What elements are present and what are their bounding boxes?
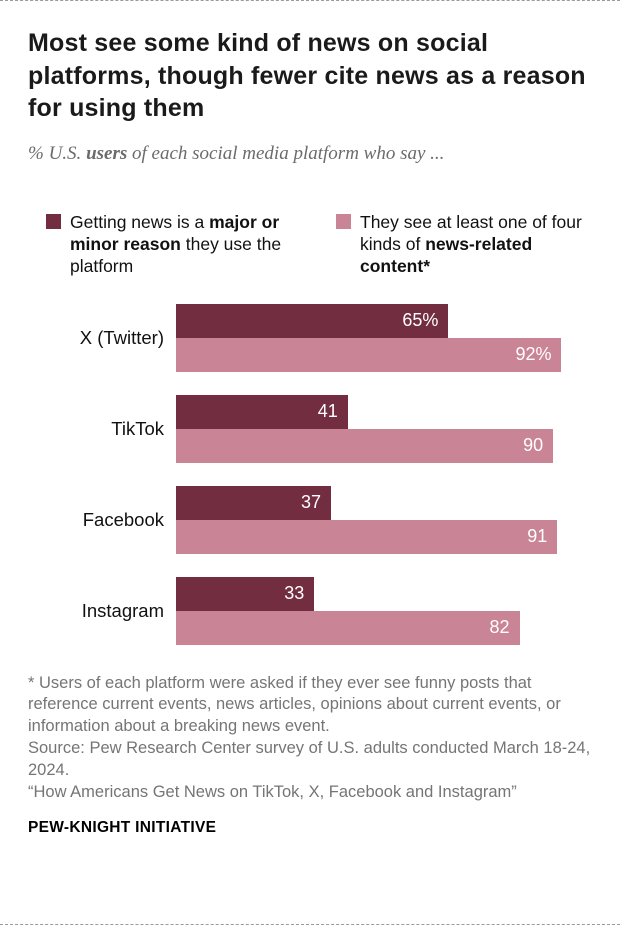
footnote: * Users of each platform were asked if t… (28, 673, 561, 736)
bar-group: 37 91 (176, 485, 595, 554)
legend-reason-post: they use the platform (70, 233, 282, 277)
bar-value-label: 82 (489, 617, 510, 638)
chart-subtitle: % U.S. users of each social media platfo… (28, 143, 595, 165)
legend-label-reason: Getting news is a major or minor reason … (70, 211, 298, 278)
legend-reason-pre: Getting news is a (70, 211, 210, 232)
chart-row: Facebook 37 91 (28, 485, 595, 554)
legend-swatch-dark-icon (46, 213, 61, 229)
category-label: TikTok (111, 417, 164, 439)
bar-value-label: 91 (527, 526, 548, 547)
bar-value-label: 90 (523, 435, 544, 456)
bar-chart: X (Twitter) 65% 92% TikTok 41 90 Facebook 37 91 I… (28, 303, 595, 645)
category-label: Instagram (81, 599, 164, 621)
chart-row: X (Twitter) 65% 92% (28, 303, 595, 372)
bar-reason: 37 (176, 485, 332, 520)
subtitle-bold: users (86, 142, 128, 164)
bar-value-label: 92% (515, 344, 552, 365)
bar-value-label: 33 (284, 583, 305, 604)
page-title: Most see some kind of news on social pla… (28, 29, 586, 122)
legend-item-reason: Getting news is a major or minor reason … (46, 211, 298, 278)
bar-reason: 33 (176, 576, 315, 611)
source-line: Source: Pew Research Center survey of U.… (28, 738, 591, 779)
subtitle-pre: % U.S. (28, 142, 87, 164)
chart-notes: * Users of each platform were asked if t… (28, 673, 595, 838)
bar-value-label: 65% (402, 310, 439, 331)
legend-swatch-light-icon (336, 213, 351, 229)
bar-group: 65% 92% (176, 303, 595, 372)
legend-content-bold: news-related content* (360, 233, 533, 277)
bar-group: 41 90 (176, 394, 595, 463)
legend-reason-bold: major or minor reason (70, 211, 280, 254)
legend: Getting news is a major or minor reason … (28, 211, 595, 278)
subtitle-post: of each social media platform who say ..… (127, 142, 445, 164)
chart-row: Instagram 33 82 (28, 576, 595, 645)
category-label: X (Twitter) (79, 326, 164, 348)
report-title: “How Americans Get News on TikTok, X, Fa… (28, 782, 517, 801)
bar-reason: 41 (176, 394, 348, 429)
bar-content: 90 (176, 428, 554, 463)
bar-content: 82 (176, 610, 520, 645)
bar-content: 91 (176, 519, 558, 554)
bar-reason: 65% (176, 303, 449, 338)
footer-brand: PEW-KNIGHT INITIATIVE (28, 819, 217, 837)
legend-label-content: They see at least one of four kinds of n… (360, 211, 588, 278)
legend-item-content: They see at least one of four kinds of n… (336, 211, 588, 278)
category-label: Facebook (82, 508, 164, 530)
bar-content: 92% (176, 337, 562, 372)
chart-row: TikTok 41 90 (28, 394, 595, 463)
bar-value-label: 37 (300, 492, 322, 513)
legend-content-pre: They see at least one of four kinds of (360, 211, 582, 254)
bar-group: 33 82 (176, 576, 595, 645)
bar-value-label: 41 (317, 401, 338, 422)
